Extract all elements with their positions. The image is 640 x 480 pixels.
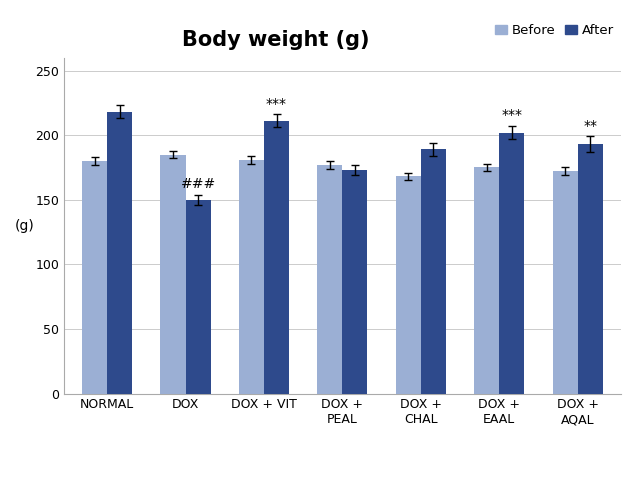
- Bar: [396, 177, 421, 394]
- Bar: [107, 112, 132, 394]
- Bar: [474, 168, 499, 394]
- Bar: [186, 200, 211, 394]
- Bar: [317, 165, 342, 394]
- Bar: [421, 149, 446, 394]
- Bar: [342, 170, 367, 394]
- Title: Body weight (g): Body weight (g): [182, 31, 369, 50]
- Bar: [499, 132, 524, 394]
- Y-axis label: (g): (g): [14, 218, 34, 233]
- Text: ###: ###: [180, 177, 216, 191]
- Bar: [552, 171, 578, 394]
- Bar: [264, 121, 289, 394]
- Bar: [239, 160, 264, 394]
- Text: ***: ***: [266, 96, 287, 110]
- Bar: [82, 161, 107, 394]
- Bar: [578, 144, 603, 394]
- Bar: [161, 155, 186, 394]
- Text: ***: ***: [501, 108, 522, 122]
- Legend: Before, After: Before, After: [495, 24, 614, 37]
- Text: **: **: [583, 119, 597, 132]
